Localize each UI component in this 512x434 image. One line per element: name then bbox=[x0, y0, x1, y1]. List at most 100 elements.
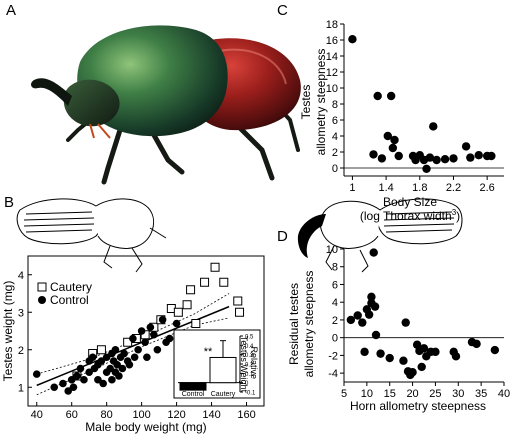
chart-c-point bbox=[449, 154, 458, 163]
control-point bbox=[118, 364, 127, 373]
chart-b-xtick-label: 40 bbox=[31, 409, 43, 421]
inset-ytick-label: -0.1 bbox=[245, 391, 256, 397]
chart-c-xlabel-2-main: (log Thorax width bbox=[360, 209, 452, 223]
chart-c-xtick-label: 2.6 bbox=[480, 182, 495, 194]
control-point bbox=[94, 375, 102, 384]
cautery-point bbox=[219, 277, 229, 287]
chart-c-xtick-label: 2.2 bbox=[446, 182, 461, 194]
chart-c-ytick-label: 8 bbox=[332, 99, 338, 111]
chart-b-xtick-label: 60 bbox=[66, 409, 78, 421]
chart-c-point bbox=[383, 131, 392, 141]
chart-d-point bbox=[431, 347, 440, 357]
control-point bbox=[106, 364, 114, 373]
chart-d-point bbox=[376, 349, 385, 358]
chart-d-xtick-label: 20 bbox=[406, 388, 418, 400]
chart-c-ylabel-2: allometry steepness bbox=[314, 49, 328, 156]
chart-d-ytick-label: 4 bbox=[332, 297, 338, 309]
chart-d-xtick-label: 5 bbox=[341, 388, 347, 400]
chart-c-point bbox=[373, 91, 382, 101]
chart-c-point bbox=[390, 135, 399, 145]
legend-cautery-marker bbox=[37, 282, 47, 292]
cautery-point bbox=[200, 277, 210, 287]
chart-d-xtick-label: 30 bbox=[452, 388, 464, 400]
control-point bbox=[141, 338, 149, 347]
chart-b-xtick-label: 80 bbox=[101, 409, 113, 421]
inset-ytick-label: 0.1 bbox=[245, 372, 254, 378]
chart-c-point bbox=[388, 143, 398, 153]
control-point bbox=[172, 319, 181, 328]
cautery-point bbox=[210, 262, 220, 272]
inset-ytick-label: 0.5 bbox=[245, 335, 254, 341]
cautery-point bbox=[96, 345, 106, 355]
chart-c-point bbox=[474, 151, 483, 160]
legend-control-label: Control bbox=[50, 293, 89, 307]
cautery-point bbox=[235, 307, 245, 317]
chart-c-point bbox=[394, 151, 403, 161]
chart-c-point bbox=[425, 153, 435, 162]
chart-c-ytick-label: 0 bbox=[332, 163, 338, 175]
control-point bbox=[130, 353, 139, 362]
control-point bbox=[120, 349, 128, 358]
chart-c-xlabel-sup: 3 bbox=[452, 208, 457, 217]
inset-ytick-label: 0.2 bbox=[245, 363, 254, 369]
chart-d-point bbox=[369, 248, 378, 257]
chart-c-ytick-label: 2 bbox=[332, 147, 338, 159]
chart-d-point bbox=[417, 362, 426, 372]
chart-c-point bbox=[487, 151, 496, 161]
chart-d-xtick-label: 35 bbox=[475, 388, 487, 400]
control-point bbox=[67, 375, 76, 384]
cautery-point bbox=[191, 319, 201, 328]
control-point bbox=[76, 364, 85, 373]
control-point bbox=[129, 334, 137, 343]
control-point bbox=[69, 383, 78, 392]
chart-b-xtick-label: 140 bbox=[202, 409, 220, 421]
chart-c-xtick-label: 1.4 bbox=[378, 182, 393, 194]
cautery-point bbox=[186, 285, 196, 295]
chart-c-point bbox=[466, 153, 475, 162]
chart-c-point bbox=[386, 91, 396, 101]
chart-b-ytick-label: 1 bbox=[18, 382, 24, 394]
chart-d-point bbox=[399, 356, 408, 365]
control-point bbox=[115, 372, 123, 380]
chart-d-point bbox=[401, 318, 410, 327]
chart-d-point bbox=[367, 292, 376, 302]
chart-c-xlabel: Body Size bbox=[383, 195, 437, 209]
control-point bbox=[99, 379, 107, 388]
chart-d-ytick-label: 8 bbox=[332, 262, 338, 274]
legend-control-marker bbox=[38, 296, 46, 304]
chart-c-xlabel-close: ) bbox=[456, 209, 460, 223]
inset-ytick-label: 0.4 bbox=[245, 344, 254, 350]
chart-d-ytick-label: 2 bbox=[332, 315, 338, 327]
chart-d-point bbox=[419, 344, 429, 353]
chart-b-ylabel: Testes weight (mg) bbox=[1, 281, 15, 382]
chart-d-point bbox=[408, 368, 417, 377]
chart-d-ytick-label: -4 bbox=[328, 368, 338, 380]
cautery-point bbox=[173, 307, 183, 317]
chart-c-ytick-label: 4 bbox=[332, 131, 338, 143]
chart-c-point bbox=[369, 150, 378, 159]
chart-d-xtick-label: 40 bbox=[498, 388, 510, 400]
inset-category-label: Cautery bbox=[211, 391, 236, 398]
cautery-point bbox=[182, 300, 192, 310]
control-point bbox=[64, 387, 73, 395]
cautery-point bbox=[123, 337, 133, 347]
control-point bbox=[73, 372, 81, 380]
chart-d-point bbox=[451, 352, 461, 361]
chart-d-point bbox=[385, 353, 394, 363]
chart-d-point bbox=[353, 311, 362, 320]
chart-d-ytick-label: 6 bbox=[332, 279, 338, 291]
chart-d-xlabel: Horn allometry steepness bbox=[350, 399, 486, 413]
legend-cautery-label: Cautery bbox=[50, 280, 92, 294]
chart-b-ytick-label: 3 bbox=[18, 307, 24, 319]
control-point bbox=[111, 345, 120, 354]
inset-category-label: Control bbox=[182, 391, 205, 398]
chart-b-ytick-label: 4 bbox=[18, 270, 24, 282]
control-point bbox=[134, 345, 142, 354]
chart-c-ytick-label: 6 bbox=[332, 115, 338, 127]
chart-b-ytick-label: 2 bbox=[18, 345, 24, 357]
